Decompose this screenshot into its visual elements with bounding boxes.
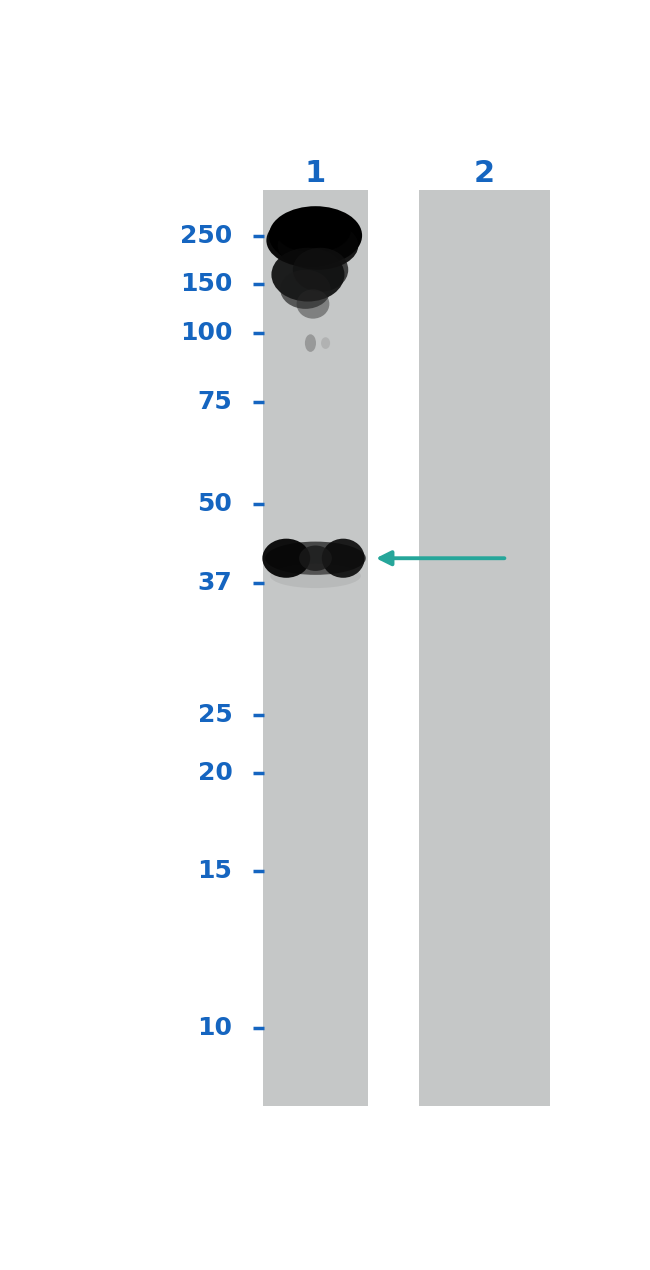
Text: 50: 50 [198, 493, 233, 517]
Ellipse shape [270, 564, 361, 588]
Bar [419, 189, 550, 1106]
Ellipse shape [278, 221, 358, 269]
Text: 250: 250 [180, 224, 233, 248]
Text: 100: 100 [180, 321, 233, 345]
Ellipse shape [265, 541, 366, 575]
Ellipse shape [275, 208, 351, 253]
Text: 37: 37 [198, 570, 233, 594]
Ellipse shape [280, 269, 331, 309]
Ellipse shape [299, 546, 332, 572]
Ellipse shape [321, 338, 330, 349]
Text: 25: 25 [198, 702, 233, 726]
Ellipse shape [266, 213, 354, 267]
Text: 150: 150 [180, 273, 233, 296]
Ellipse shape [263, 538, 310, 578]
Ellipse shape [269, 206, 362, 265]
Ellipse shape [296, 290, 330, 319]
Text: 1: 1 [305, 160, 326, 188]
Text: 75: 75 [198, 390, 233, 414]
Text: 10: 10 [198, 1016, 233, 1040]
Ellipse shape [292, 248, 348, 292]
Text: 2: 2 [474, 160, 495, 188]
Text: 20: 20 [198, 762, 233, 785]
Ellipse shape [305, 334, 316, 352]
Ellipse shape [272, 248, 344, 301]
Ellipse shape [322, 538, 365, 578]
Bar [263, 189, 369, 1106]
Text: 15: 15 [198, 860, 233, 883]
